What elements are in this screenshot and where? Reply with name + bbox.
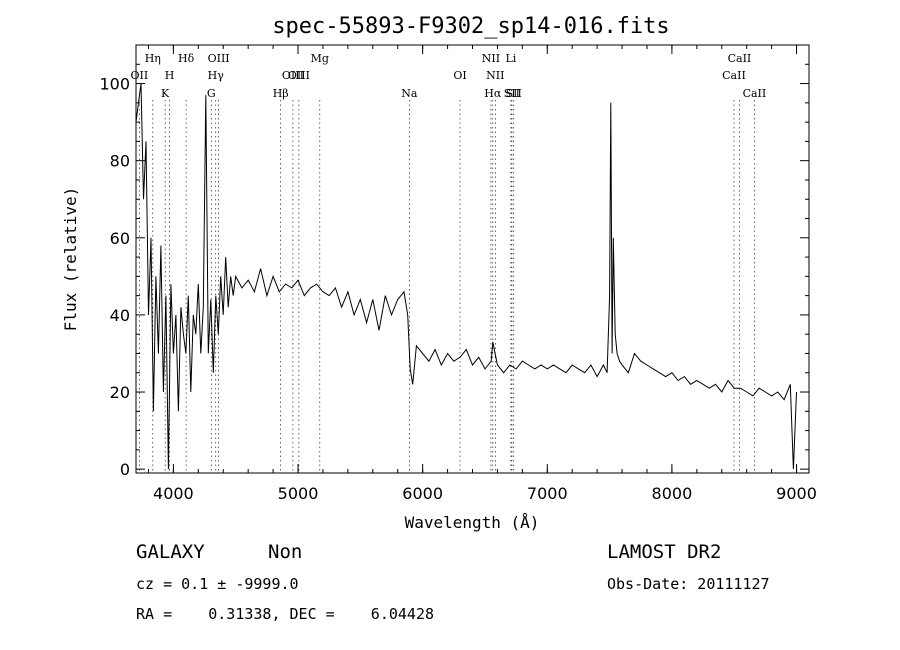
spectral-line-markers bbox=[139, 100, 755, 473]
spectral-line-label: Hη bbox=[145, 52, 161, 65]
spectral-line-label: SII bbox=[504, 87, 520, 100]
plot-frame bbox=[135, 44, 810, 474]
x-axis-ticks: 4000 5000 6000 7000 8000 9000 bbox=[147, 45, 817, 503]
y-tick-label: 20 bbox=[110, 383, 130, 402]
spectral-line-label: OI bbox=[453, 69, 466, 82]
y-axis-ticks: 0 20 40 60 80 100 bbox=[99, 63, 809, 479]
spectral-line-label: CaII bbox=[743, 87, 767, 100]
spectral-line-label: Hα bbox=[484, 87, 502, 100]
spectral-line-label: NII bbox=[482, 52, 500, 65]
survey-name: LAMOST DR2 bbox=[607, 541, 722, 563]
chart-title: spec-55893-F9302_sp14-016.fits bbox=[272, 14, 669, 39]
observation-date: Obs-Date: 20111127 bbox=[607, 575, 770, 593]
x-tick-label: 7000 bbox=[527, 484, 568, 503]
x-axis-label: Wavelength (Å) bbox=[405, 513, 540, 532]
spectral-line-label: Hγ bbox=[208, 69, 225, 82]
spectral-line-label: OIII bbox=[208, 52, 230, 65]
spectrum-line bbox=[135, 83, 797, 470]
y-axis-label: Flux (relative) bbox=[61, 187, 80, 332]
spectral-line-label: CaII bbox=[722, 69, 746, 82]
coordinates-text: RA = 0.31338, DEC = 6.04428 bbox=[136, 605, 435, 623]
y-tick-label: 0 bbox=[120, 460, 130, 479]
spectral-line-label: NII bbox=[486, 69, 504, 82]
spectral-line-label: Li bbox=[505, 52, 516, 65]
redshift-text: cz = 0.1 ± -9999.0 bbox=[136, 575, 299, 593]
x-tick-label: 5000 bbox=[278, 484, 319, 503]
spectral-line-label: K bbox=[161, 87, 170, 100]
spectral-line-label: SII bbox=[506, 87, 522, 100]
x-tick-label: 6000 bbox=[402, 484, 443, 503]
spectral-line-label: OII bbox=[131, 69, 149, 82]
spectral-line-label: Hβ bbox=[273, 87, 289, 100]
object-subclass: Non bbox=[268, 541, 303, 563]
spectral-line-label: H bbox=[165, 69, 175, 82]
spectral-line-label: Hδ bbox=[178, 52, 195, 65]
x-tick-label: 8000 bbox=[652, 484, 693, 503]
spectral-line-label: CaII bbox=[728, 52, 752, 65]
object-class: GALAXY bbox=[136, 541, 205, 563]
y-tick-label: 40 bbox=[110, 306, 130, 325]
spectral-line-label: G bbox=[207, 87, 216, 100]
x-tick-label: 9000 bbox=[776, 484, 817, 503]
spectral-line-label: OIII bbox=[282, 69, 304, 82]
y-tick-label: 100 bbox=[99, 75, 130, 94]
spectral-line-label: OIII bbox=[288, 69, 310, 82]
y-tick-label: 60 bbox=[110, 229, 130, 248]
spectral-line-label: Mg bbox=[311, 52, 329, 65]
spectral-line-label: Na bbox=[401, 87, 418, 100]
y-tick-label: 80 bbox=[110, 152, 130, 171]
x-tick-label: 4000 bbox=[153, 484, 194, 503]
